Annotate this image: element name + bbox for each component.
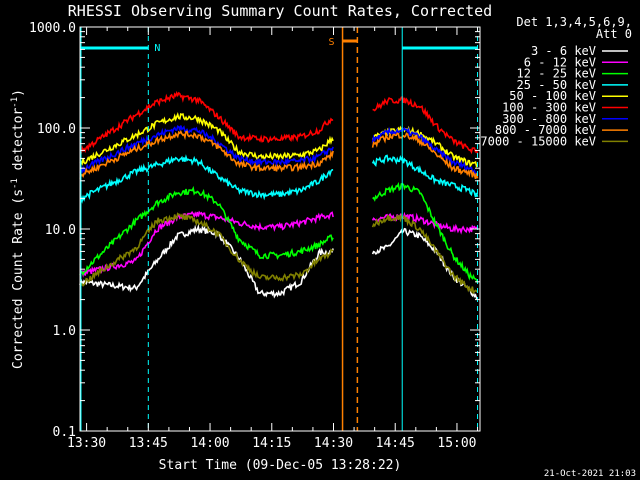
series-25-50-kev [79,154,479,204]
series-line-b [372,181,479,284]
x-tick-label: 14:45 [376,436,415,451]
y-axis-label-part1: Corrected Count Rate (s [11,189,26,369]
series-line-b [372,96,479,155]
x-tick-label: 14:00 [190,436,229,451]
series-12-25-kev [79,181,479,284]
y-tick-label: 10.0 [45,223,76,238]
series-line-a [79,90,334,155]
y-tick-label: 1000.0 [29,21,76,36]
legend-label: 300 - 800 keV [502,112,596,126]
legend-label: 12 - 25 keV [517,67,596,81]
x-tick-label: 15:00 [437,436,476,451]
legend-header-line1: Det 1,3,4,5,6,9, [516,15,632,29]
x-axis-label: Start Time (09-Dec-05 13:28:22) [159,458,402,473]
legend-label: 6 - 12 keV [524,55,596,69]
series-line-b [371,126,479,175]
series-line-a [79,210,334,278]
series-line-b [371,212,478,295]
series-line-a [79,223,334,299]
legend-label: 3 - 6 keV [531,44,596,58]
axis-layer: 13:30 13:45 14:00 14:15 14:30 14:45 15:00 1000.… [29,21,480,451]
legend-header-line2: Att 0 [596,27,632,41]
series-6-12-kev [79,210,479,278]
series-line-b [371,131,479,179]
x-tick-label: 13:45 [129,436,168,451]
series-800-7000-kev [79,129,479,179]
footer-timestamp: 21-Oct-2021 21:03 [544,469,636,479]
chart-title: RHESSI Observing Summary Count Rates, Co… [68,2,492,20]
legend-label: 50 - 100 keV [509,89,596,103]
y-axis-label-sup2: -1 [10,97,20,108]
y-tick-label: 0.1 [53,425,76,440]
data-layer [79,90,479,300]
y-axis-label-sup1: -1 [10,178,20,189]
legend-label: 7000 - 15000 keV [480,134,596,148]
x-tick-label: 14:30 [314,436,353,451]
x-tick-label: 13:30 [67,436,106,451]
series-line-a [79,154,334,204]
y-axis-label-part3: ) [11,89,26,97]
series-100-300-kev [79,90,479,155]
series-line-a [79,129,334,179]
legend-label: 800 - 7000 keV [495,123,596,137]
series-line-a [79,111,334,166]
legend-label: 25 - 50 keV [517,78,596,92]
night-label: N [154,43,160,54]
series-line-a [79,212,334,287]
series-line-a [79,185,334,276]
legend-label: 100 - 300 keV [502,101,596,115]
series-line-a [79,125,334,175]
marker-layer: NS [80,27,479,431]
series-line-b [371,211,479,235]
series-line-b [371,154,479,198]
x-tick-label: 14:15 [252,436,291,451]
y-axis-label: Corrected Count Rate (s-1 detector-1) [10,89,26,369]
y-tick-label: 1.0 [53,324,76,339]
saa-label: S [329,37,335,48]
y-axis-label-part2: detector [11,108,26,179]
y-tick-label: 100.0 [37,122,76,137]
series-300-800-kev [79,125,479,175]
series-7000-15000-kev [79,212,478,295]
